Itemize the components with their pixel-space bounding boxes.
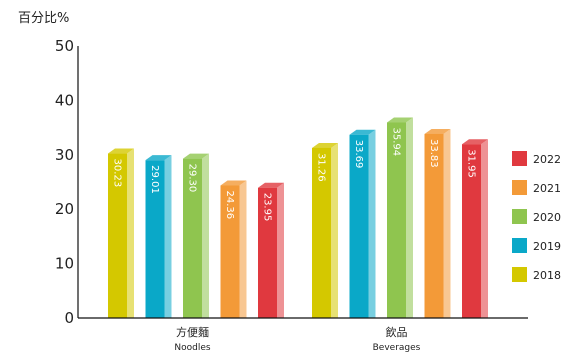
bar-top <box>312 142 338 148</box>
bar-side <box>202 153 209 318</box>
data-label: 29.01 <box>149 165 160 194</box>
x-axis: 方便麵 Noodles 飲品 Beverages <box>78 317 528 353</box>
data-label: 33.69 <box>353 140 364 169</box>
bar-2021-noodles: 24.36 <box>220 180 247 318</box>
y-tick-label: 20 <box>55 200 74 218</box>
data-label: 31.95 <box>466 149 477 178</box>
bar-top <box>424 128 451 134</box>
bar-front <box>258 187 277 318</box>
legend-item-2022: 2022 <box>512 151 561 166</box>
bar-front <box>145 160 165 318</box>
bar-side <box>406 117 413 319</box>
legend-label: 2018 <box>533 269 561 282</box>
bar-side <box>481 139 488 318</box>
bar-side <box>443 128 451 318</box>
bar-front <box>312 147 331 318</box>
bar-front <box>220 185 240 318</box>
bar-top <box>108 148 134 154</box>
y-tick-label: 10 <box>55 255 74 273</box>
bar-top <box>258 182 284 188</box>
legend-item-2019: 2019 <box>512 238 561 253</box>
legend-swatch <box>512 209 527 224</box>
y-tick-label: 50 <box>55 37 74 55</box>
category-label-en: Beverages <box>373 343 421 353</box>
bar-side <box>368 129 376 318</box>
category-label-en: Noodles <box>174 343 210 353</box>
bar-front <box>424 133 444 318</box>
y-tick-label: 40 <box>55 91 74 109</box>
legend-label: 2019 <box>533 240 561 253</box>
bar-2020-beverages: 35.94 <box>387 117 413 319</box>
legend-swatch <box>512 151 527 166</box>
data-label: 33.83 <box>428 139 439 168</box>
legend-item-2021: 2021 <box>512 180 561 195</box>
y-tick-label: 30 <box>55 146 74 164</box>
bar-2022-beverages: 31.95 <box>462 139 488 318</box>
bar-top <box>462 139 488 145</box>
data-label: 23.95 <box>262 193 273 222</box>
bar-side <box>127 148 134 318</box>
bar-side <box>277 182 284 318</box>
bar-front <box>387 122 406 319</box>
bar-2019-noodles: 29.01 <box>145 155 172 318</box>
bar-2018-beverages: 31.26 <box>312 142 338 318</box>
bar-top <box>183 153 209 159</box>
bar-top <box>387 117 413 123</box>
legend-item-2020: 2020 <box>512 209 561 224</box>
data-label: 30.23 <box>112 159 123 188</box>
legend-label: 2022 <box>533 153 561 166</box>
y-axis: 0 10 20 30 40 50 <box>55 37 79 327</box>
data-label: 35.94 <box>391 127 402 156</box>
bar-front <box>462 144 481 318</box>
bar-top <box>220 180 247 186</box>
legend-label: 2021 <box>533 182 561 195</box>
y-tick-label: 0 <box>64 309 74 327</box>
data-label: 29.30 <box>187 164 198 193</box>
bar-side <box>164 155 172 318</box>
legend: 2022 2021 2020 2019 2018 <box>512 151 561 282</box>
legend-swatch <box>512 180 527 195</box>
legend-swatch <box>512 238 527 253</box>
data-label: 31.26 <box>316 153 327 182</box>
bars: 30.23 29.01 29.30 24.36 23.95 31.26 33.69 35.94… <box>108 117 488 319</box>
bar-2019-beverages: 33.69 <box>349 129 376 318</box>
legend-label: 2020 <box>533 211 561 224</box>
bar-front <box>349 134 369 318</box>
unit-label: 百分比% <box>18 11 69 26</box>
bar-front <box>108 153 127 318</box>
bar-side <box>239 180 247 318</box>
bar-2021-beverages: 33.83 <box>424 128 451 318</box>
bar-top <box>145 155 172 161</box>
category-label-zh: 飲品 <box>386 325 408 339</box>
category-label-zh: 方便麵 <box>176 325 209 339</box>
bar-front <box>183 158 202 318</box>
bar-side <box>331 142 338 318</box>
bar-2018-noodles: 30.23 <box>108 148 134 318</box>
bar-2020-noodles: 29.30 <box>183 153 209 318</box>
legend-swatch <box>512 267 527 282</box>
legend-item-2018: 2018 <box>512 267 561 282</box>
data-label: 24.36 <box>224 190 235 219</box>
bar-top <box>349 129 376 135</box>
bar-2022-noodles: 23.95 <box>258 182 284 318</box>
